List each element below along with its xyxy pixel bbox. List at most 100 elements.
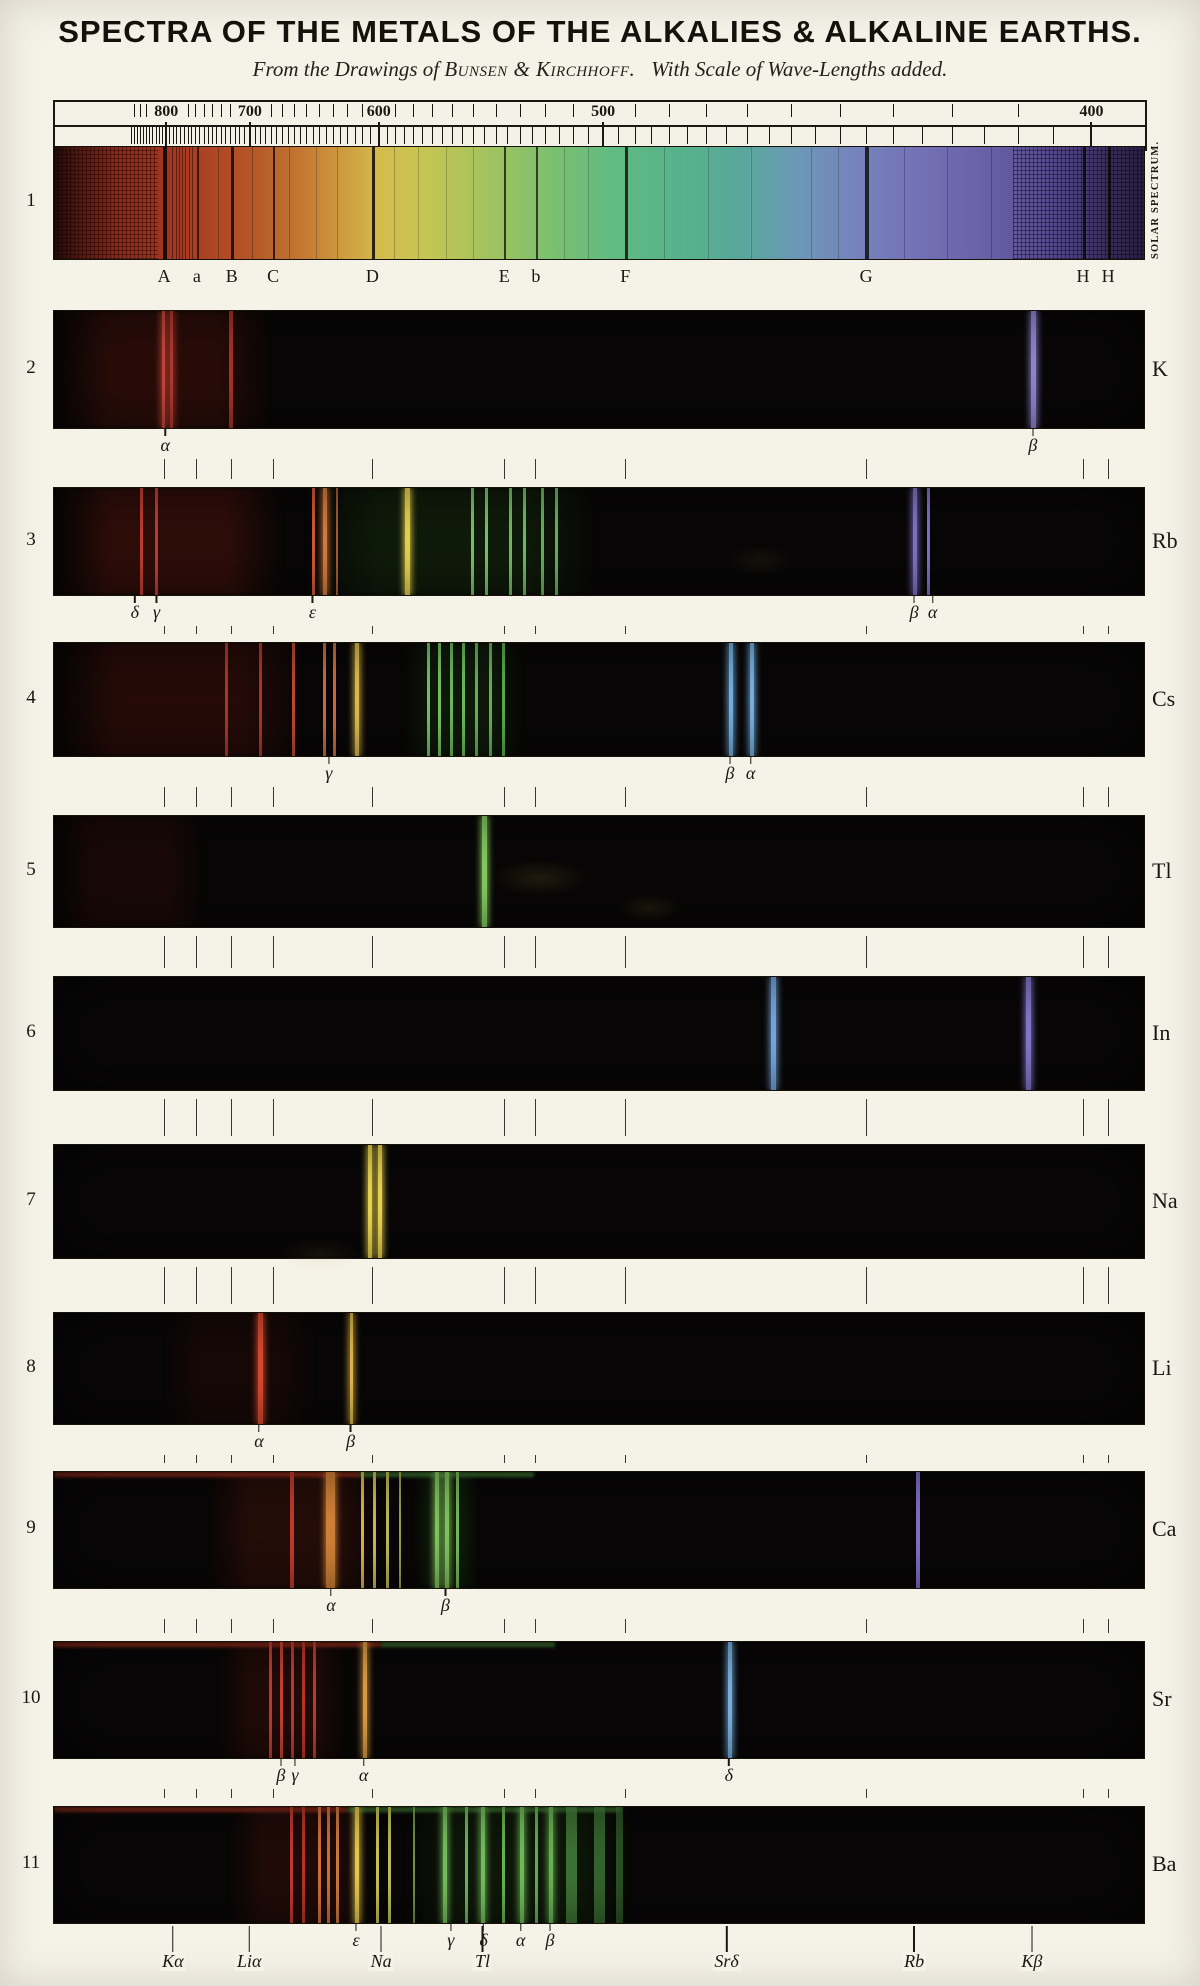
ruler-major-tick [377, 102, 380, 149]
ruler-tick [573, 127, 574, 144]
reference-line [371, 1267, 373, 1304]
label-glyph: β [274, 1765, 288, 1785]
reference-line [371, 1789, 373, 1798]
bottom-line-label: Srδ [712, 1926, 741, 1971]
reference-lines [53, 787, 1143, 807]
ruler-tick [412, 127, 414, 144]
spectrum-band-in [53, 976, 1145, 1091]
fraunhofer-absorption-line [535, 147, 538, 259]
ruler-tick [558, 127, 560, 144]
ruler-tick [472, 127, 474, 144]
reference-line [1082, 787, 1084, 807]
ruler-tick [136, 127, 138, 144]
ruler-tick [142, 127, 144, 144]
line-label: δ [722, 1759, 735, 1785]
reference-line [624, 1789, 626, 1798]
reference-line [535, 459, 537, 479]
row-number: 3 [26, 528, 36, 550]
spectral-line [916, 1472, 921, 1588]
ruler-tick [587, 127, 589, 144]
ruler-tick [339, 127, 341, 144]
reference-line [865, 626, 867, 634]
ruler-tick [984, 127, 986, 144]
reference-line [272, 1619, 274, 1633]
ruler-tick [1053, 127, 1055, 144]
line-label: α [324, 1589, 338, 1615]
line-label: ε [350, 1924, 362, 1950]
spectral-line [292, 643, 296, 756]
spectral-line [323, 488, 328, 595]
ruler-tick [172, 127, 174, 144]
spectral-line [302, 1807, 306, 1923]
ruler-tick [395, 104, 397, 117]
continuum-haze [163, 1313, 316, 1424]
subtitle-suffix: With Scale of Wave-Lengths added. [651, 57, 948, 81]
spectral-line [290, 1807, 294, 1923]
ruler-tick [332, 127, 334, 144]
label-tick [913, 596, 915, 603]
spectral-line [335, 1807, 339, 1923]
spectrum-band-rb [53, 487, 1145, 596]
line-label: β [907, 596, 921, 622]
reference-line [272, 459, 274, 479]
reference-line [272, 1789, 274, 1798]
ruler-tick [239, 127, 241, 144]
label-tick [248, 1926, 250, 1952]
spectral-line [291, 1642, 295, 1758]
row-number: 4 [26, 686, 36, 708]
fraunhofer-absorption-line [1082, 147, 1086, 259]
ruler-tick [293, 104, 295, 117]
line-label: α [158, 429, 172, 455]
label-tick [164, 429, 167, 436]
ruler-tick [362, 127, 364, 144]
reference-line [535, 1099, 537, 1136]
label-glyph: β [543, 1930, 557, 1950]
reference-line [624, 1099, 626, 1136]
reference-line [503, 1099, 505, 1136]
spectral-line [554, 488, 558, 595]
fraunhofer-absorption-line [504, 147, 507, 259]
ruler-tick [532, 127, 534, 144]
label-glyph: δ [128, 602, 141, 622]
label-glyph: β [723, 763, 737, 783]
ruler-tick [921, 127, 923, 144]
label-glyph: ε [350, 1930, 362, 1950]
bottom-line-label: Tl [472, 1926, 492, 1971]
label-tick [549, 1924, 551, 1931]
spectral-line [488, 643, 492, 756]
label-tick [280, 1759, 282, 1766]
label-tick [134, 596, 136, 603]
ruler-tick [134, 127, 136, 144]
reference-line [231, 1789, 233, 1798]
band-edge-tint [54, 1472, 360, 1477]
spectral-line [258, 643, 262, 756]
row-number: 9 [26, 1517, 36, 1538]
subtitle-authors: Bunsen & Kirchhoff. [444, 57, 636, 81]
reference-line [1107, 626, 1109, 634]
ruler-tick [952, 104, 954, 117]
spectral-line [471, 488, 475, 595]
spectral-line [482, 816, 488, 927]
ruler-major-tick [248, 102, 251, 149]
fraunhofer-absorption-line [172, 147, 174, 259]
label-tick [931, 596, 934, 603]
spectral-line [593, 1807, 605, 1923]
ruler-tick [220, 104, 222, 117]
ruler-tick [386, 127, 388, 144]
label-glyph: β [907, 602, 921, 622]
subtitle-prefix: From the Drawings of [252, 57, 445, 81]
row-number: 11 [21, 1852, 41, 1873]
ruler-number: 400 [1076, 102, 1107, 122]
reference-line [535, 1789, 537, 1798]
spectral-line [302, 1642, 306, 1758]
reference-line [231, 626, 233, 634]
label-glyph: Na [368, 1951, 394, 1971]
page-subtitle: From the Drawings of Bunsen & Kirchhoff.… [0, 57, 1200, 82]
reference-line [624, 1455, 626, 1463]
ruler-tick [220, 127, 222, 144]
reference-line [535, 1455, 537, 1463]
fraunhofer-absorption-line [393, 147, 395, 259]
reference-line [1107, 787, 1109, 807]
ruler-tick [768, 127, 770, 144]
